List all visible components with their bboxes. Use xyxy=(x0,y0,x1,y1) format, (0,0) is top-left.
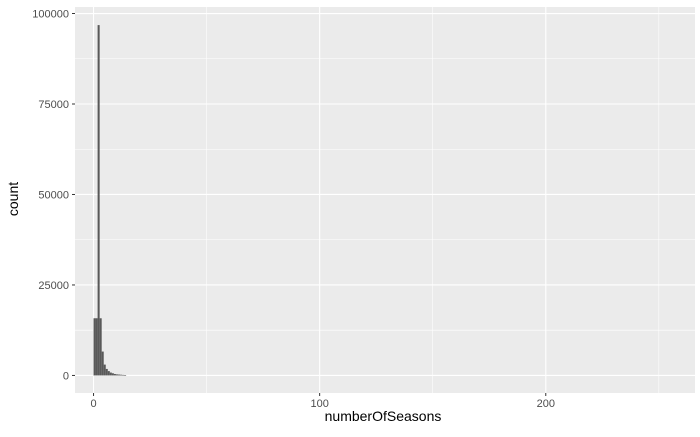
y-tick-label: 50000 xyxy=(38,189,69,201)
histogram-bar xyxy=(124,375,127,376)
x-axis-ticks: 0 100 200 xyxy=(90,393,555,410)
histogram-bar xyxy=(93,318,96,376)
y-axis-title: count xyxy=(5,182,21,216)
histogram-bar xyxy=(105,368,108,376)
x-tick-label: 100 xyxy=(310,398,328,410)
plot-panel xyxy=(75,7,695,393)
x-axis-title: numberOfSeasons xyxy=(325,408,442,424)
histogram-bar xyxy=(117,374,120,376)
y-tick-label: 75000 xyxy=(38,99,69,111)
minor-gridlines xyxy=(75,7,695,393)
histogram-bar xyxy=(111,373,114,376)
histogram-bar xyxy=(99,318,102,376)
histogram-bar xyxy=(119,374,123,376)
histogram-bars xyxy=(93,25,127,376)
histogram-bar xyxy=(113,373,116,376)
histogram-bar xyxy=(122,374,125,376)
histogram-bar xyxy=(101,351,104,376)
y-tick-label: 25000 xyxy=(38,280,69,292)
y-tick-label: 0 xyxy=(63,370,69,382)
major-gridlines xyxy=(75,7,695,393)
histogram-bar xyxy=(95,318,98,376)
histogram-bar xyxy=(107,371,110,376)
histogram-bar xyxy=(115,374,118,376)
histogram-bar xyxy=(103,364,106,376)
histogram-bar xyxy=(97,25,100,376)
x-tick-label: 0 xyxy=(90,398,96,410)
y-axis-ticks: 0 25000 50000 75000 100000 xyxy=(32,9,75,382)
histogram-bar xyxy=(109,372,112,376)
x-tick-label: 200 xyxy=(537,398,555,410)
y-tick-label: 100000 xyxy=(32,9,69,21)
